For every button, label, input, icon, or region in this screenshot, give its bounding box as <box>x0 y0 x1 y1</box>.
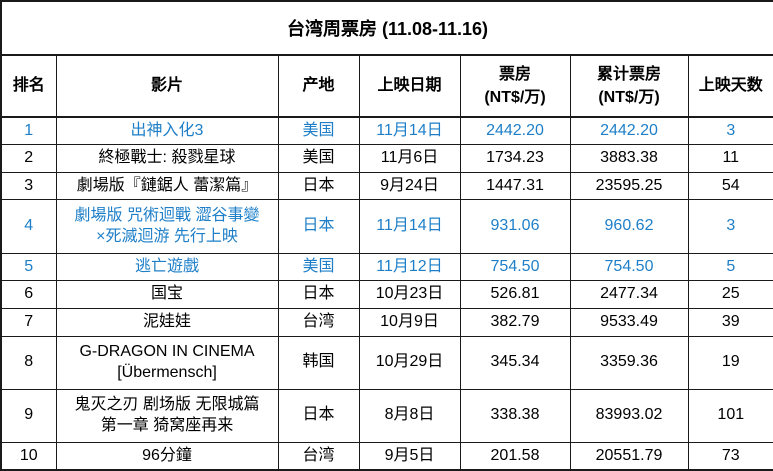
cell-cumulative-gross: 9533.49 <box>569 307 689 337</box>
col-header-rank: 排名 <box>0 54 57 118</box>
cell-weekly-gross: 1447.31 <box>459 171 571 201</box>
cell-weekly-gross: 2442.20 <box>459 116 571 146</box>
cell-days: 54 <box>687 171 773 201</box>
table-row: 1 出神入化3 美国 11月14日 2442.20 2442.20 3 <box>0 116 773 146</box>
cell-weekly-gross: 931.06 <box>459 199 571 254</box>
cell-origin: 日本 <box>277 280 360 309</box>
cell-rank: 7 <box>0 307 57 337</box>
cell-days: 19 <box>687 335 773 390</box>
cell-rank: 6 <box>0 280 57 309</box>
col-header-date: 上映日期 <box>358 54 461 118</box>
cell-days: 11 <box>687 144 773 173</box>
cell-days: 5 <box>687 252 773 282</box>
cell-origin: 韩国 <box>277 335 360 390</box>
table-body: 1 出神入化3 美国 11月14日 2442.20 2442.20 3 2 終極… <box>0 116 773 471</box>
cell-rank: 2 <box>0 144 57 173</box>
col-header-gross-sublabel: (NT$/万) <box>484 89 546 106</box>
col-header-cumulative: 累计票房 (NT$/万) <box>569 54 689 118</box>
cell-cumulative-gross: 2477.34 <box>569 280 689 309</box>
cell-weekly-gross: 526.81 <box>459 280 571 309</box>
table-row: 9 鬼灭之刃 剧场版 无限城篇 第一章 猗窝座再来 日本 8月8日 338.38… <box>0 388 773 443</box>
table-row: 6 国宝 日本 10月23日 526.81 2477.34 25 <box>0 280 773 309</box>
col-header-origin: 产地 <box>277 54 360 118</box>
cell-days: 39 <box>687 307 773 337</box>
col-header-cumulative-sublabel: (NT$/万) <box>598 89 660 106</box>
cell-origin: 美国 <box>277 116 360 146</box>
cell-film: 出神入化3 <box>55 116 279 146</box>
cell-release-date: 10月23日 <box>358 280 461 309</box>
cell-release-date: 8月8日 <box>358 388 461 443</box>
cell-cumulative-gross: 83993.02 <box>569 388 689 443</box>
cell-days: 3 <box>687 199 773 254</box>
col-header-film: 影片 <box>55 54 279 118</box>
col-header-cumulative-label: 累计票房 <box>596 65 661 83</box>
cell-film: 逃亡遊戲 <box>55 252 279 282</box>
cell-film: 鬼灭之刃 剧场版 无限城篇 第一章 猗窝座再来 <box>55 388 279 443</box>
cell-cumulative-gross: 23595.25 <box>569 171 689 201</box>
cell-release-date: 11月6日 <box>358 144 461 173</box>
cell-origin: 日本 <box>277 388 360 443</box>
cell-film: 96分鐘 <box>55 441 279 471</box>
cell-cumulative-gross: 20551.79 <box>569 441 689 471</box>
cell-release-date: 11月12日 <box>358 252 461 282</box>
cell-weekly-gross: 345.34 <box>459 335 571 390</box>
cell-origin: 美国 <box>277 144 360 173</box>
cell-weekly-gross: 201.58 <box>459 441 571 471</box>
table-row: 4 劇場版 咒術迴戰 澀谷事變 ×死滅迴游 先行上映 日本 11月14日 931… <box>0 199 773 254</box>
cell-rank: 8 <box>0 335 57 390</box>
cell-cumulative-gross: 2442.20 <box>569 116 689 146</box>
cell-days: 25 <box>687 280 773 309</box>
cell-film: 劇場版『鏈鋸人 蕾潔篇』 <box>55 171 279 201</box>
cell-weekly-gross: 754.50 <box>459 252 571 282</box>
cell-rank: 5 <box>0 252 57 282</box>
col-header-gross: 票房 (NT$/万) <box>459 54 571 118</box>
cell-release-date: 9月5日 <box>358 441 461 471</box>
table-row: 10 96分鐘 台湾 9月5日 201.58 20551.79 73 <box>0 441 773 471</box>
cell-cumulative-gross: 3883.38 <box>569 144 689 173</box>
cell-cumulative-gross: 960.62 <box>569 199 689 254</box>
cell-release-date: 10月9日 <box>358 307 461 337</box>
table-row: 8 G-DRAGON IN CINEMA [Übermensch] 韩国 10月… <box>0 335 773 390</box>
cell-weekly-gross: 382.79 <box>459 307 571 337</box>
cell-release-date: 11月14日 <box>358 116 461 146</box>
cell-film: 泥娃娃 <box>55 307 279 337</box>
cell-rank: 9 <box>0 388 57 443</box>
cell-rank: 3 <box>0 171 57 201</box>
cell-film: 終極戰士: 殺戮星球 <box>55 144 279 173</box>
cell-days: 73 <box>687 441 773 471</box>
cell-origin: 美国 <box>277 252 360 282</box>
cell-film: 劇場版 咒術迴戰 澀谷事變 ×死滅迴游 先行上映 <box>55 199 279 254</box>
cell-cumulative-gross: 754.50 <box>569 252 689 282</box>
cell-rank: 4 <box>0 199 57 254</box>
cell-rank: 1 <box>0 116 57 146</box>
table-row: 2 終極戰士: 殺戮星球 美国 11月6日 1734.23 3883.38 11 <box>0 144 773 173</box>
cell-film: 国宝 <box>55 280 279 309</box>
cell-rank: 10 <box>0 441 57 471</box>
cell-days: 3 <box>687 116 773 146</box>
col-header-days: 上映天数 <box>687 54 773 118</box>
cell-weekly-gross: 338.38 <box>459 388 571 443</box>
cell-release-date: 9月24日 <box>358 171 461 201</box>
cell-release-date: 11月14日 <box>358 199 461 254</box>
cell-origin: 台湾 <box>277 307 360 337</box>
table-row: 5 逃亡遊戲 美国 11月12日 754.50 754.50 5 <box>0 252 773 282</box>
cell-film: G-DRAGON IN CINEMA [Übermensch] <box>55 335 279 390</box>
cell-cumulative-gross: 3359.36 <box>569 335 689 390</box>
cell-weekly-gross: 1734.23 <box>459 144 571 173</box>
table-row: 3 劇場版『鏈鋸人 蕾潔篇』 日本 9月24日 1447.31 23595.25… <box>0 171 773 201</box>
cell-origin: 日本 <box>277 199 360 254</box>
cell-origin: 日本 <box>277 171 360 201</box>
col-header-gross-label: 票房 <box>498 65 531 83</box>
title-row: 台湾周票房 (11.08-11.16) <box>0 0 773 56</box>
table-row: 7 泥娃娃 台湾 10月9日 382.79 9533.49 39 <box>0 307 773 337</box>
table-title: 台湾周票房 (11.08-11.16) <box>0 0 773 56</box>
header-row: 排名 影片 产地 上映日期 票房 (NT$/万) 累计票房 (NT$/万) 上映… <box>0 54 773 118</box>
cell-days: 101 <box>687 388 773 443</box>
cell-release-date: 10月29日 <box>358 335 461 390</box>
cell-origin: 台湾 <box>277 441 360 471</box>
